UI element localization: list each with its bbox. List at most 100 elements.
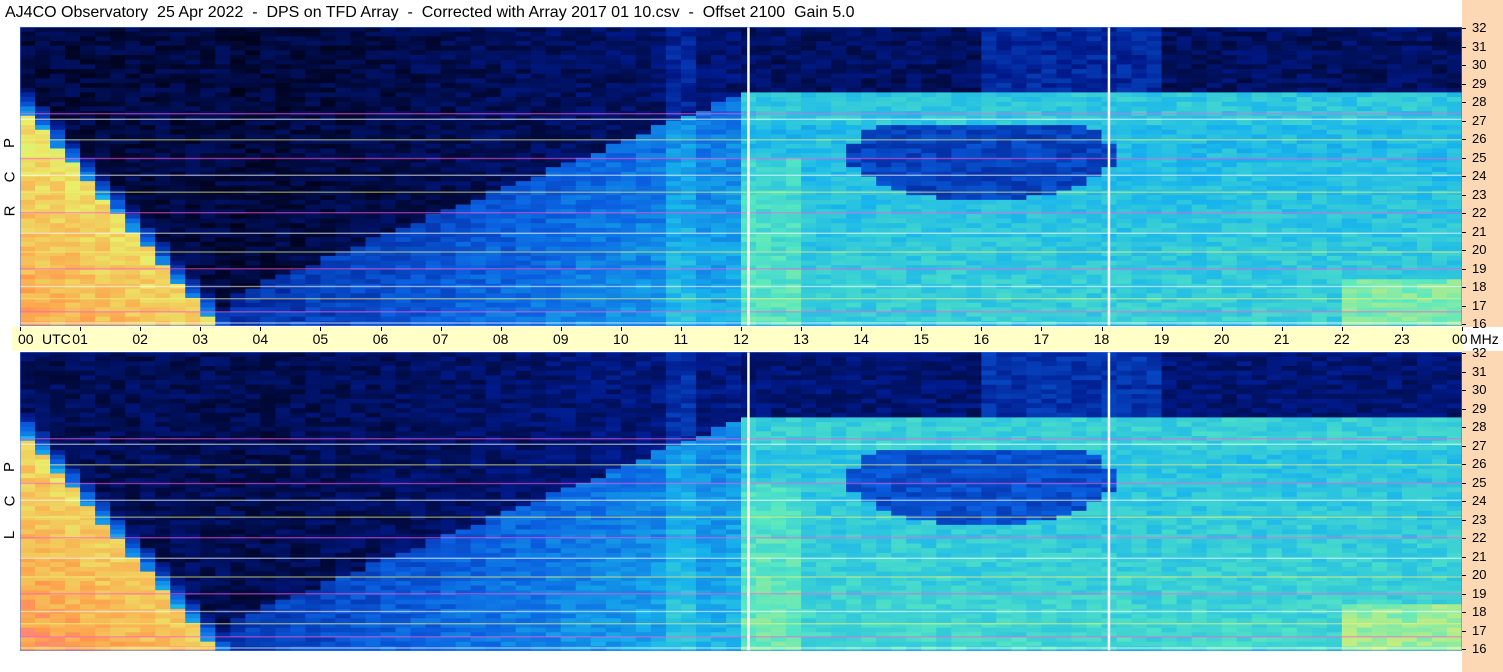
spectrogram-cell [620,176,637,182]
spectrogram-cell [635,129,652,136]
spectrogram-cell [846,115,862,122]
spectrogram-cell [620,31,637,37]
spectrogram-cell [35,59,51,65]
spectrogram-cell [1416,204,1433,210]
spectrogram-cell [500,246,517,252]
spectrogram-cell [1386,92,1403,98]
spectrogram-cell [1356,176,1373,182]
spectrogram-cell [95,195,111,201]
spectrogram-cell [1356,69,1373,75]
spectrogram-cell [155,73,171,79]
spectrogram-cell [320,148,337,154]
spectrogram-cell [140,265,156,271]
spectrogram-cell [1311,167,1328,173]
spectrogram-cell [1161,157,1178,164]
spectrogram-cell [665,97,682,103]
spectrogram-cell [335,45,352,51]
spectrogram-cell [305,36,322,42]
spectrogram-cell [1401,176,1418,182]
spectrogram-cell [200,176,216,182]
spectrogram-cell [290,64,306,70]
spectrogram-cell [230,101,246,108]
spectrogram-cell [996,237,1012,243]
spectrogram-cell [140,115,156,122]
spectrogram-cell [951,181,967,187]
spectrogram-cell [350,153,367,159]
spectrogram-cell [590,64,607,70]
spectrogram-cell [846,73,862,79]
spectrogram-cell [1386,31,1403,37]
spectrogram-cell [1236,83,1253,89]
spectrogram-cell [620,218,637,224]
spectrogram-cell [560,73,577,79]
spectrogram-cell [1266,69,1283,75]
spectrogram-cell [771,190,787,196]
spectrogram-cell [1146,120,1163,126]
spectrogram-cell [861,69,877,75]
spectrogram-cell [966,246,982,252]
spectrogram-cell [440,209,457,215]
spectrogram-cell [545,27,562,33]
spectrogram-cell [1401,50,1418,56]
spectrogram-cell [1146,45,1163,51]
spectrogram-cell [816,237,832,243]
spectrogram-cell [1086,176,1103,182]
spectrogram-cell [125,129,141,136]
spectrogram-cell [35,69,51,75]
spectrogram-cell [395,232,412,238]
spectrogram-cell [1056,139,1073,145]
spectrogram-cell [1026,162,1043,168]
spectrogram-cell [410,36,427,42]
spectrogram-cell [1161,162,1178,168]
spectrogram-cell [1281,185,1298,192]
spectrogram-cell [515,64,532,70]
spectrogram-cell [575,255,592,262]
spectrogram-cell [545,199,562,206]
spectrogram-cell [665,167,682,173]
spectrogram-cell [230,31,246,37]
spectrogram-cell [906,125,922,131]
spectrogram-cell [996,213,1012,220]
spectrogram-cell [65,181,81,187]
spectrogram-cell [545,45,562,51]
spectrogram-cell [725,129,742,136]
spectrogram-cell [575,64,592,70]
spectrogram-cell [831,209,847,215]
spectrogram-cell [1431,143,1448,150]
spectrogram-cell [50,59,66,65]
spectrogram-cell [470,255,487,262]
spectrogram-cell [155,50,171,56]
spectrogram-cell [1236,139,1253,145]
spectrogram-cell [710,87,727,93]
spectrogram-cell [230,251,246,257]
spectrogram-cell [215,176,231,182]
spectrogram-cell [1446,92,1462,98]
spectrogram-cell [635,148,652,154]
spectrogram-cell [1311,83,1328,89]
spectrogram-cell [170,129,186,136]
spectrogram-cell [1161,83,1178,89]
spectrogram-cell [1161,227,1178,234]
spectrogram-cell [350,251,367,257]
spectrogram-cell [260,97,276,103]
spectrogram-cell [1341,162,1358,168]
spectrogram-cell [350,218,367,224]
spectrogram-cell [710,45,727,51]
spectrogram-cell [665,55,682,61]
spectrogram-cell [1356,260,1373,266]
spectrogram-cell [515,237,532,243]
spectrogram-cell [1221,129,1238,136]
spectrogram-cell [1446,204,1462,210]
spectrogram-cell [380,195,397,201]
spectrogram-cell [1416,115,1433,122]
spectrogram-cell [1206,134,1223,140]
spectrogram-cell [80,92,96,98]
spectrogram-cell [1236,143,1253,150]
spectrogram-cell [921,143,937,150]
spectrogram-cell [1086,171,1103,178]
spectrogram-cell [891,190,907,196]
spectrogram-cell [1281,171,1298,178]
spectrogram-cell [50,101,66,108]
spectrogram-cell [1116,241,1133,248]
spectrogram-cell [876,92,892,98]
